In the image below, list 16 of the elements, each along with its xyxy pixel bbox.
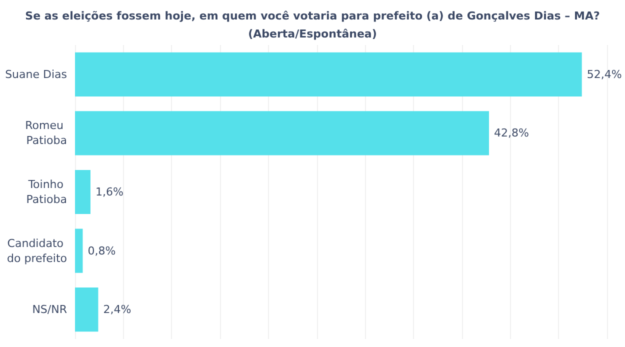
bar [75,288,98,332]
bar [75,111,489,156]
y-tick-label: NS/NR [32,303,68,316]
chart-title: Se as eleições fossem hoje, em quem você votaria para prefeito (a) de Gonçalves Dias – MA? (Aberta/Espontânea) [25,10,600,40]
data-label: 42,8% [494,126,529,140]
y-tick-label: Candidato do prefeito [7,236,68,265]
y-tick-label: Romeu Patioba [25,119,67,148]
data-label: 1,6% [95,186,124,198]
bar [75,228,83,273]
data-label: 0,8% [88,244,116,258]
data-label: 2,4% [103,303,132,316]
data-label: 52,4% [586,68,622,81]
bar [75,52,582,96]
y-tick-label: Suane Dias [5,68,68,81]
y-tick-label: Toinho Patioba [26,178,67,206]
bar [75,170,90,214]
